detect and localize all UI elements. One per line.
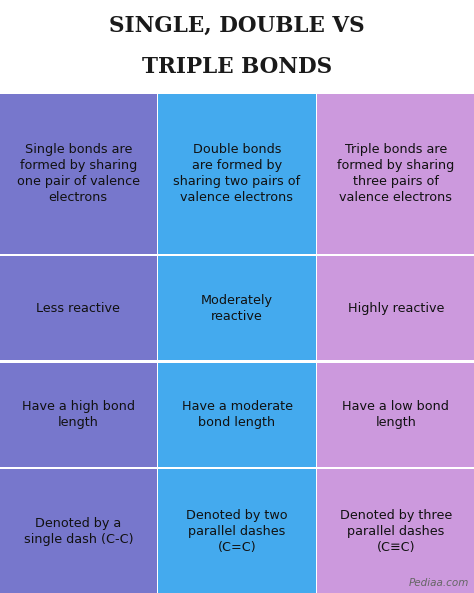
Text: Triple bonds are
formed by sharing
three pairs of
valence electrons: Triple bonds are formed by sharing three… [337,144,455,205]
Text: Single bonds are
formed by sharing
one pair of valence
electrons: Single bonds are formed by sharing one p… [17,144,140,205]
Bar [158,363,316,467]
Bar [158,469,316,593]
Text: Denoted by a
single dash (C-C): Denoted by a single dash (C-C) [24,517,133,546]
Text: Have a high bond
length: Have a high bond length [22,400,135,429]
Bar [318,94,474,254]
Bar [318,256,474,361]
Text: Double bonds
are formed by
sharing two pairs of
valence electrons: Double bonds are formed by sharing two p… [173,144,301,205]
Text: Pediaa.com: Pediaa.com [409,578,469,588]
Text: Moderately
reactive: Moderately reactive [201,294,273,323]
Bar [158,256,316,361]
Text: Denoted by three
parallel dashes
(C≡C): Denoted by three parallel dashes (C≡C) [339,509,452,554]
Bar [318,363,474,467]
Bar [0,363,156,467]
Text: Have a moderate
bond length: Have a moderate bond length [182,400,292,429]
Bar [318,469,474,593]
Text: SINGLE, DOUBLE VS: SINGLE, DOUBLE VS [109,15,365,37]
Bar [158,94,316,254]
Text: Denoted by two
parallel dashes
(C=C): Denoted by two parallel dashes (C=C) [186,509,288,554]
Text: Highly reactive: Highly reactive [347,302,444,315]
Text: Less reactive: Less reactive [36,302,120,315]
Text: Have a low bond
length: Have a low bond length [342,400,449,429]
Bar [0,256,156,361]
Bar [0,469,156,593]
Bar [0,94,156,254]
Text: TRIPLE BONDS: TRIPLE BONDS [142,56,332,78]
